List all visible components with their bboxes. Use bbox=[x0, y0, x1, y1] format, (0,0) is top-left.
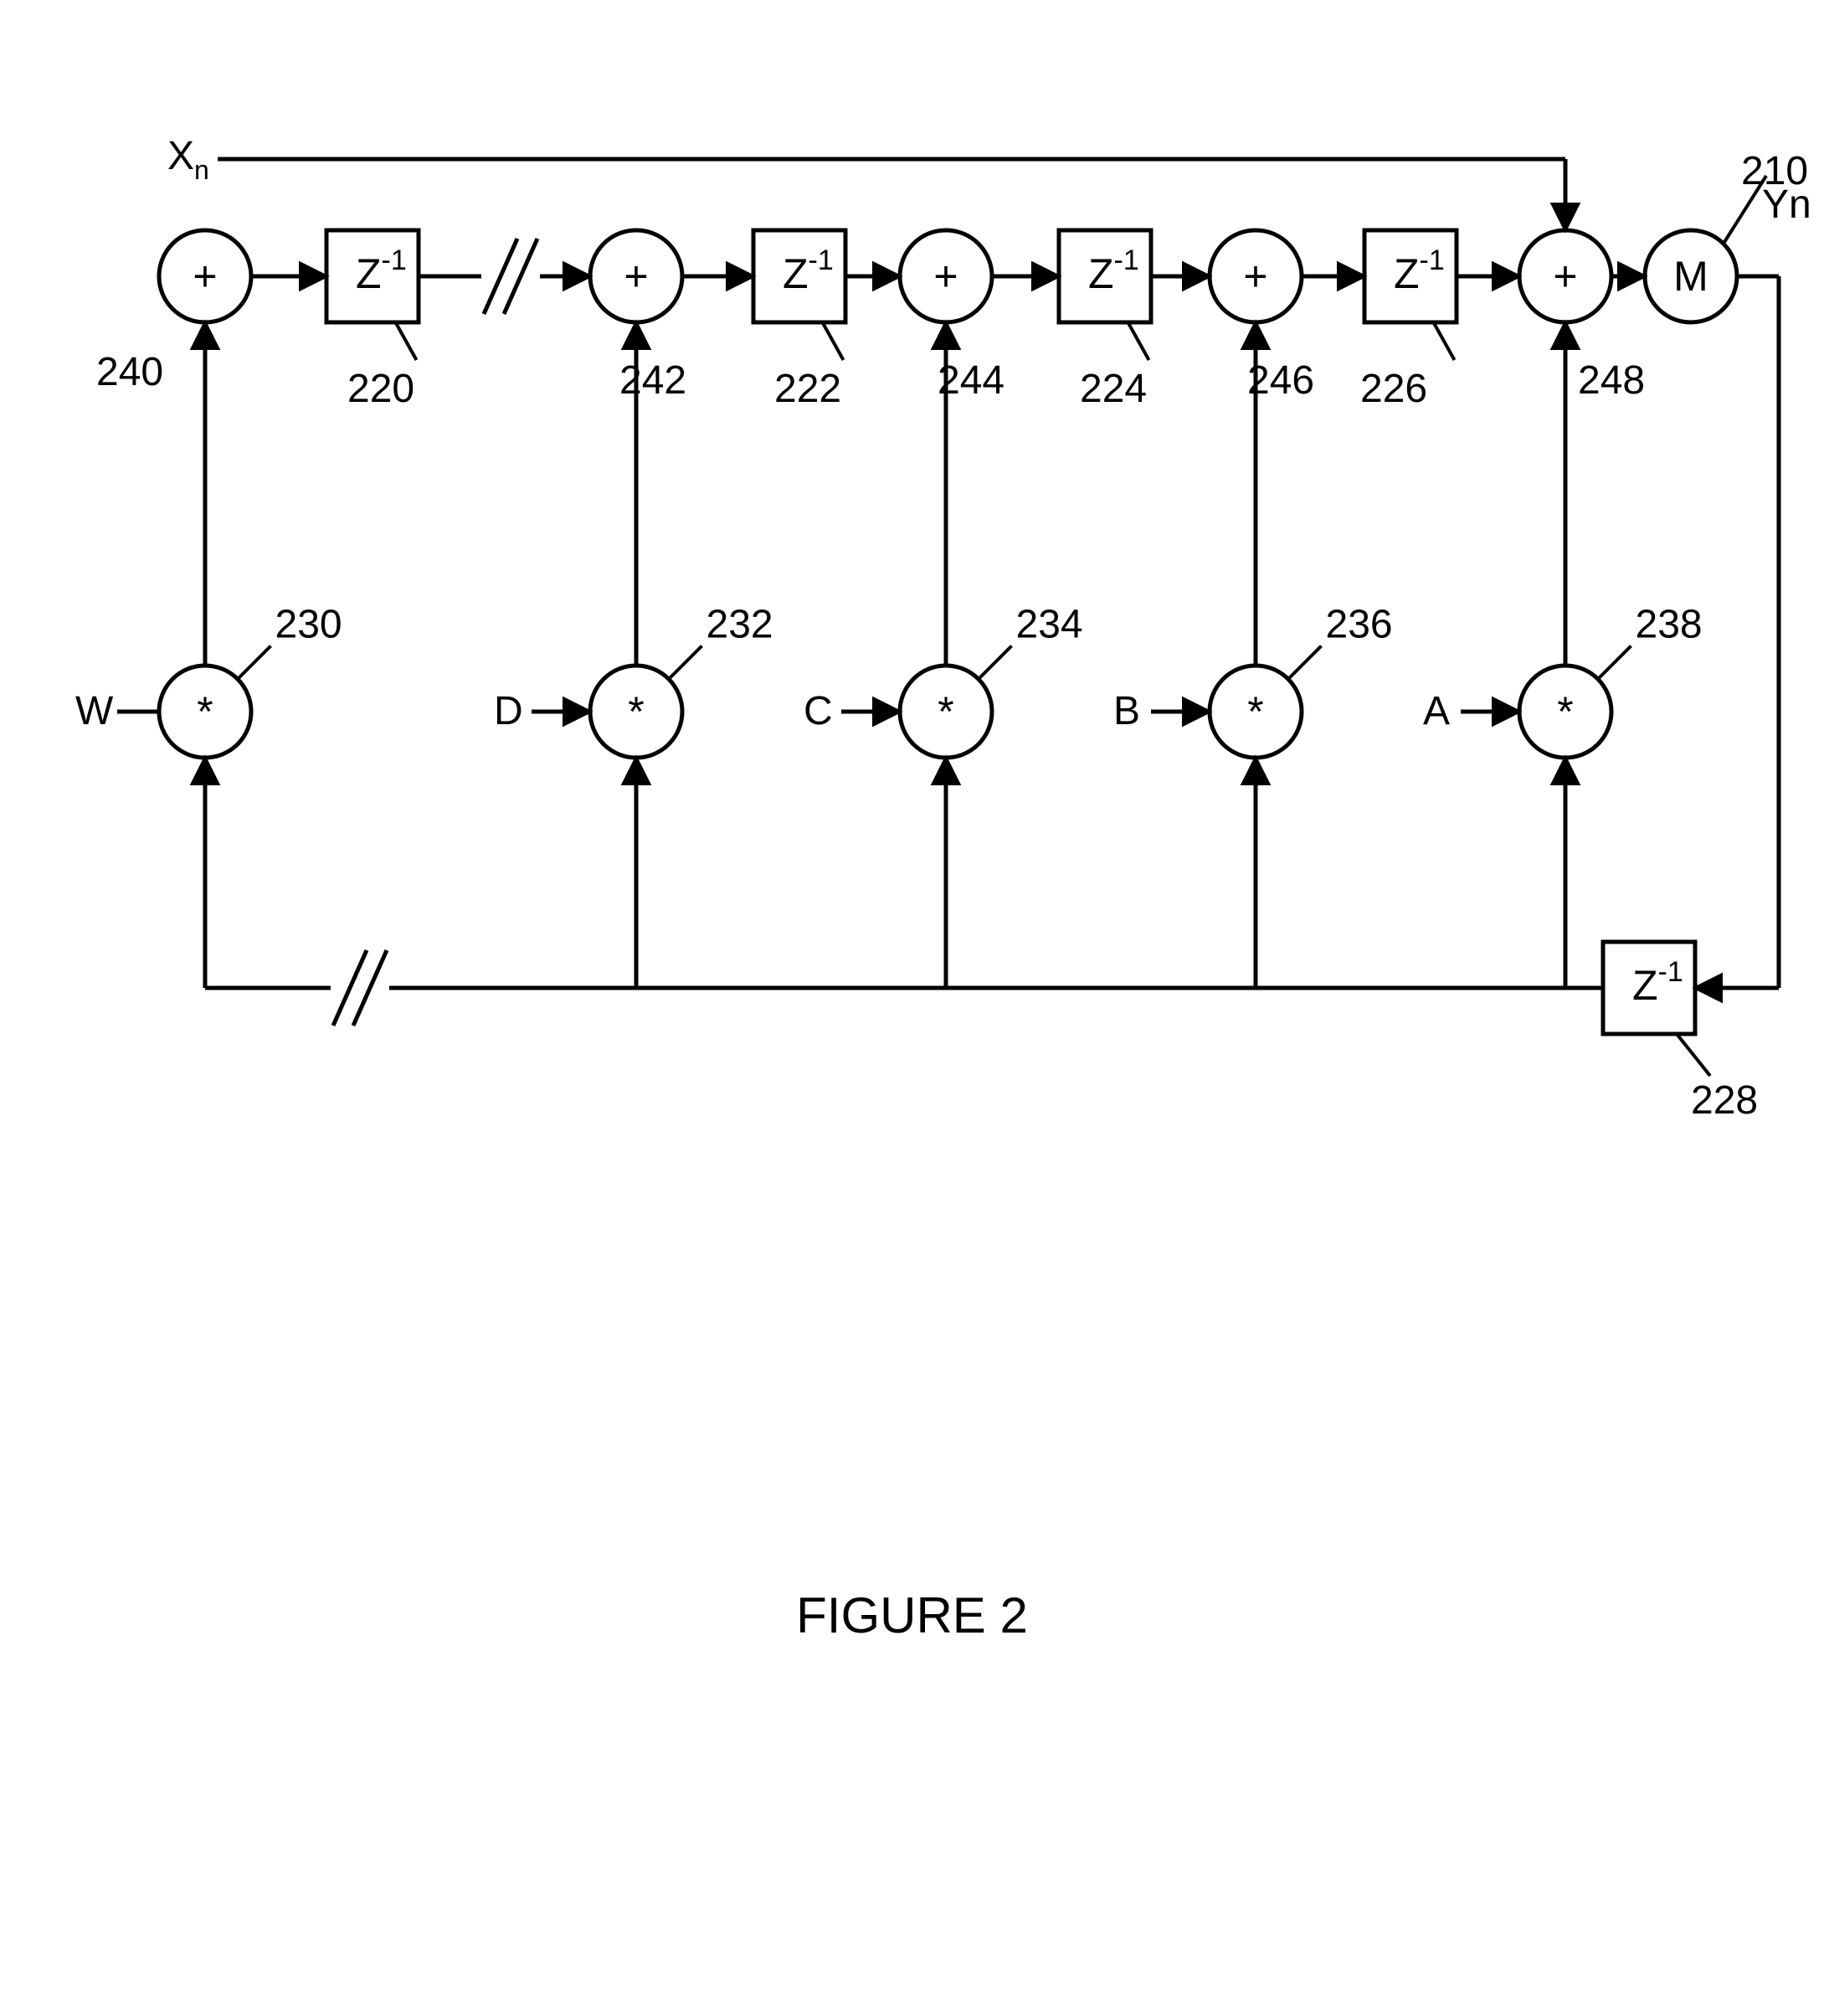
mult-236-symbol: * bbox=[1247, 688, 1263, 735]
ref-222: 222 bbox=[774, 367, 841, 411]
figure-caption: FIGURE 2 bbox=[796, 1587, 1028, 1643]
ref-240: 240 bbox=[96, 350, 163, 394]
ref-228: 228 bbox=[1691, 1078, 1758, 1123]
coef-A: A bbox=[1423, 689, 1450, 733]
coef-C: C bbox=[804, 689, 833, 733]
leader-line bbox=[238, 646, 271, 680]
delay-228-label: Z-1 bbox=[1632, 956, 1683, 1009]
delay-220-label: Z-1 bbox=[356, 244, 407, 297]
ref-220: 220 bbox=[347, 367, 414, 411]
leader-line bbox=[979, 646, 1012, 680]
ref-230: 230 bbox=[275, 603, 342, 647]
ref-236: 236 bbox=[1326, 603, 1393, 647]
adder-244-symbol: + bbox=[933, 253, 958, 300]
ref-224: 224 bbox=[1080, 367, 1147, 411]
leader-line bbox=[669, 646, 702, 680]
mult-234-symbol: * bbox=[938, 688, 953, 735]
leader-line bbox=[1288, 646, 1322, 680]
m-block-symbol: M bbox=[1673, 253, 1708, 300]
leader-line bbox=[823, 322, 844, 360]
adder-246-symbol: + bbox=[1243, 253, 1267, 300]
delay-226-label: Z-1 bbox=[1394, 244, 1445, 297]
mult-230-symbol: * bbox=[197, 688, 213, 735]
leader-line bbox=[1598, 646, 1631, 680]
input-label: Xn bbox=[167, 134, 209, 185]
ref-238: 238 bbox=[1636, 603, 1703, 647]
coef-D: D bbox=[494, 689, 523, 733]
delay-224-label: Z-1 bbox=[1088, 244, 1139, 297]
coef-W: W bbox=[75, 689, 114, 733]
ref-226: 226 bbox=[1360, 367, 1427, 411]
ref-242: 242 bbox=[619, 358, 686, 403]
leader-line bbox=[396, 322, 417, 360]
leader-line bbox=[1677, 1034, 1710, 1076]
ref-232: 232 bbox=[706, 603, 773, 647]
break-top bbox=[484, 239, 537, 314]
adder-242-symbol: + bbox=[624, 253, 648, 300]
ref-234: 234 bbox=[1016, 603, 1083, 647]
leader-line bbox=[1434, 322, 1455, 360]
ref-248: 248 bbox=[1578, 358, 1645, 403]
leader-line bbox=[1128, 322, 1149, 360]
adder-248-symbol: + bbox=[1553, 253, 1577, 300]
ref-210: 210 bbox=[1741, 149, 1808, 193]
mult-238-symbol: * bbox=[1557, 688, 1573, 735]
break-bottom bbox=[333, 950, 387, 1026]
coef-B: B bbox=[1113, 689, 1140, 733]
mult-232-symbol: * bbox=[628, 688, 644, 735]
delay-222-label: Z-1 bbox=[783, 244, 834, 297]
block-diagram: +++++Z-1Z-1Z-1Z-1MXnYn210240242244246248… bbox=[0, 0, 1824, 2016]
adder-240-symbol: + bbox=[193, 253, 217, 300]
